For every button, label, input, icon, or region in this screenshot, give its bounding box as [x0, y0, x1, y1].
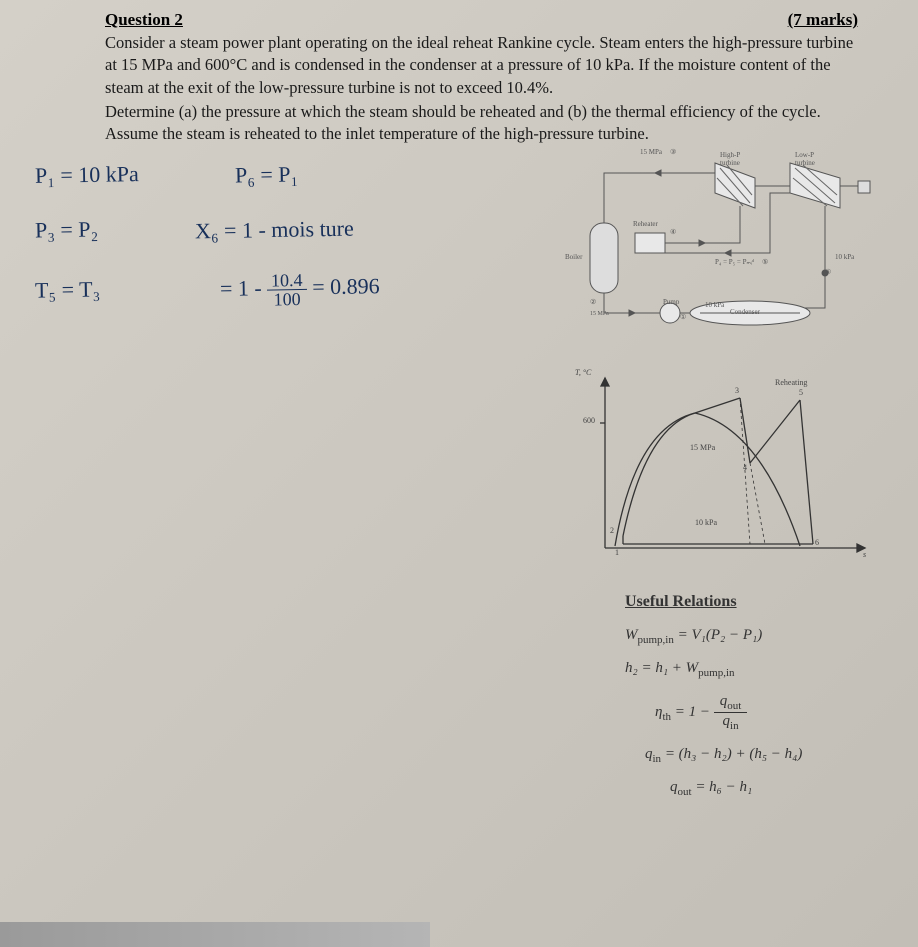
hw-x6-calc: = 1 - 10.4 100 = 0.896: [220, 270, 380, 310]
eq3-den-sub: in: [730, 720, 739, 732]
sch-hp: High-P turbine: [720, 151, 750, 167]
ts-ylabel: T, °C: [575, 368, 591, 377]
ts-phigh: 15 MPa: [690, 443, 715, 452]
ts-xlabel: s: [863, 550, 866, 559]
eq-qout: qout = h₆ − h₁: [670, 779, 918, 798]
sch-midp: P₄ = P₅ = Pₘᵢᵈ: [715, 258, 754, 266]
sch-plow: 10 kPa: [705, 301, 724, 309]
sch-cond: Condenser: [730, 308, 760, 316]
sch-lp: Low-P turbine: [795, 151, 825, 167]
ts-600: 600: [583, 416, 595, 425]
sch-condp: 10 kPa: [835, 253, 854, 261]
eq3-mid: = 1 −: [671, 704, 714, 720]
eq2-main: h₂ = h₁ + W: [625, 660, 698, 676]
ts-pt6: 6: [815, 538, 819, 547]
rankine-schematic: 15 MPa ③ High-P turbine Low-P turbine Re…: [555, 153, 875, 353]
hw-eq-post: = 0.896: [312, 273, 380, 299]
ts-pt2: 2: [610, 526, 614, 535]
eq3-frac: qout qin: [714, 693, 748, 732]
bottom-shade: [0, 922, 430, 947]
hw-fraction: 10.4 100: [267, 271, 307, 309]
eq-qin: qin = (h₃ − h₂) + (h₅ − h₄): [645, 746, 918, 765]
sch-top-p: 15 MPa: [640, 148, 662, 156]
worksheet-page: Question 2 (7 marks) Consider a steam po…: [0, 0, 918, 947]
question-label: Question 2: [105, 10, 183, 30]
hw-frac-den: 100: [267, 290, 307, 309]
eq3-sub: th: [662, 711, 671, 723]
eq2-sub: pump,in: [698, 667, 734, 679]
ts-pt1: 1: [615, 548, 619, 557]
eq-h2: h₂ = h₁ + Wpump,in: [625, 660, 918, 679]
hw-x6: X₆ = 1 - mois ture: [195, 217, 354, 244]
hw-frac-num: 10.4: [267, 271, 307, 291]
ts-diagram: T, °C s 600 15 MPa 10 kPa Reheating 3 5 …: [575, 368, 875, 568]
relations-title: Useful Relations: [625, 593, 918, 611]
hw-p3: P₃ = P₂: [35, 218, 99, 243]
sch-inlet: 15 MPa: [590, 311, 609, 317]
ts-pt5: 5: [799, 388, 803, 397]
useful-relations: Useful Relations Wpump,in = V₁(P₂ − P₁) …: [625, 593, 918, 812]
sch-boiler: Boiler: [565, 253, 583, 261]
eq3-num-sub: out: [727, 700, 741, 712]
eq-wpump: Wpump,in = V₁(P₂ − P₁): [625, 627, 918, 646]
content-area: P₁ = 10 kPa P₆ = P₁ P₃ = P₂ X₆ = 1 - moi…: [65, 153, 868, 873]
eq4-lhs: q: [645, 746, 653, 762]
hw-eq-pre: = 1 -: [220, 275, 268, 301]
ts-reheat: Reheating: [775, 378, 807, 387]
question-header: Question 2 (7 marks): [105, 10, 858, 30]
hw-t5: T₅ = T₃: [35, 278, 101, 303]
question-marks: (7 marks): [788, 10, 858, 30]
ts-plow: 10 kPa: [695, 518, 717, 527]
eq-eta: ηth = 1 − qout qin: [655, 693, 918, 732]
question-para2: Determine (a) the pressure at which the …: [105, 101, 858, 146]
sch-reheater: Reheater: [633, 220, 658, 228]
eq4-sub: in: [653, 753, 662, 765]
eq1-sub: pump,in: [638, 634, 674, 646]
question-para1: Consider a steam power plant operating o…: [105, 32, 858, 99]
eq3-den: q: [723, 713, 731, 729]
eq1-rhs: = V₁(P₂ − P₁): [674, 627, 762, 643]
eq5-rhs: = h₆ − h₁: [692, 779, 753, 795]
eq5-sub: out: [678, 786, 692, 798]
eq5-lhs: q: [670, 779, 678, 795]
eq1-lhs: W: [625, 627, 638, 643]
sch-pump: Pump: [663, 298, 679, 306]
ts-pt4: 4: [743, 463, 747, 472]
eq4-rhs: = (h₃ − h₂) + (h₅ − h₄): [661, 746, 802, 762]
ts-pt3: 3: [735, 386, 739, 395]
hw-p1: P₁ = 10 kPa: [35, 162, 139, 188]
hw-p6: P₆ = P₁: [235, 163, 299, 188]
